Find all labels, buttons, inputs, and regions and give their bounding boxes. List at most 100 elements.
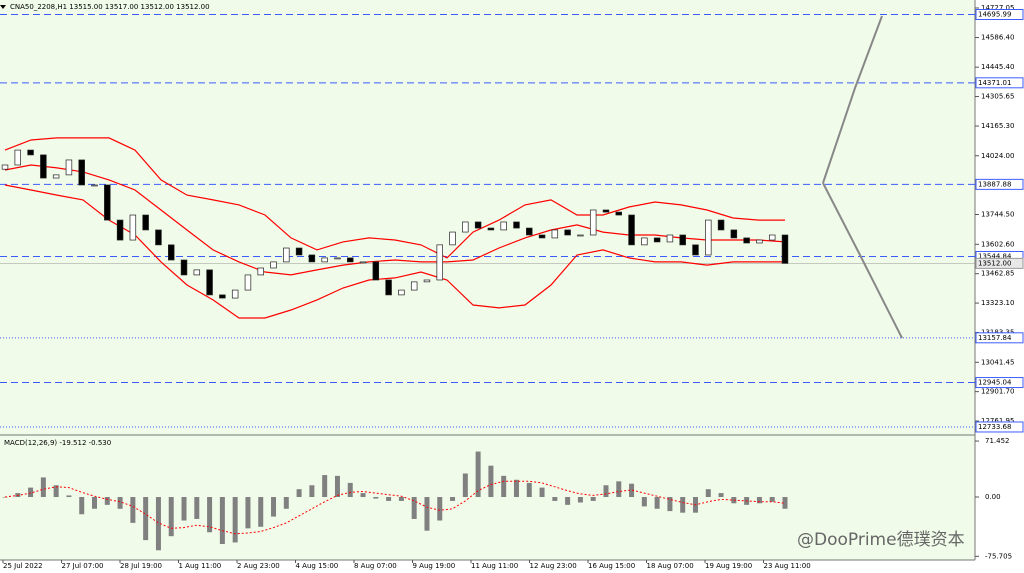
macd-y-tick-label: -75.705	[985, 552, 1012, 560]
level-label: 14695.99	[978, 11, 1011, 19]
x-tick-label: 19 Aug 19:00	[705, 562, 752, 570]
y-tick-label: 14024.00	[981, 152, 1014, 160]
candle	[436, 244, 443, 281]
x-tick-label: 9 Aug 19:00	[413, 562, 456, 570]
candle	[602, 209, 610, 213]
macd-bar	[130, 497, 136, 523]
candle	[551, 229, 559, 239]
candle	[372, 261, 380, 281]
macd-bar	[769, 497, 775, 502]
macd-bar	[398, 497, 404, 501]
x-tick-label: 18 Aug 07:00	[647, 562, 694, 570]
candle	[743, 237, 750, 244]
macd-bar	[565, 497, 571, 505]
x-tick-label: 11 Aug 11:00	[471, 562, 518, 570]
candle	[474, 221, 482, 229]
candle	[564, 229, 571, 236]
macd-bar	[450, 497, 456, 501]
candle	[538, 234, 546, 239]
candle	[692, 244, 699, 256]
macd-bar	[539, 487, 545, 498]
macd-bar	[386, 497, 392, 501]
candle	[321, 257, 328, 263]
candle	[27, 149, 34, 156]
candle	[615, 211, 622, 216]
level-label: 12733.68	[978, 423, 1011, 431]
candle	[1, 164, 9, 170]
macd-bar	[629, 483, 635, 498]
candle	[270, 261, 277, 269]
level-label-box	[975, 332, 1024, 344]
candle	[257, 267, 264, 276]
candle	[334, 257, 341, 260]
candle	[462, 221, 469, 233]
candle	[577, 234, 584, 237]
macd-bar	[283, 497, 289, 509]
y-tick-label: 12761.95	[981, 417, 1014, 425]
macd-bar	[79, 497, 85, 515]
candle	[78, 159, 85, 186]
candle	[756, 239, 763, 244]
x-tick-label: 2 Aug 23:00	[237, 562, 280, 570]
x-tick-label: 28 Jul 19:00	[120, 562, 162, 570]
macd-bar	[462, 473, 468, 498]
macd-bar	[334, 475, 340, 498]
macd-bar	[513, 479, 519, 498]
candle	[142, 214, 149, 231]
macd-bar	[603, 485, 609, 498]
macd-bar	[117, 497, 123, 509]
macd-bar	[526, 482, 532, 498]
level-label-box	[975, 178, 1024, 190]
candle	[449, 231, 456, 246]
y-tick-label: 14586.40	[981, 34, 1014, 42]
candle	[628, 214, 635, 246]
macd-bar	[181, 497, 187, 521]
macd-bar	[373, 497, 379, 499]
macd-bar	[475, 451, 481, 498]
axis-background	[975, 0, 1024, 573]
candle	[244, 274, 252, 291]
candle	[104, 184, 111, 221]
y-tick-label: 13462.85	[981, 270, 1014, 278]
candle	[410, 281, 418, 291]
candle	[129, 214, 137, 241]
candle	[40, 154, 47, 179]
y-tick-label: 13323.10	[981, 299, 1014, 307]
macd-y-tick-label: 71.452	[985, 437, 1010, 445]
level-label: 13157.84	[978, 334, 1012, 342]
macd-bar	[194, 497, 200, 519]
candle	[91, 184, 98, 187]
macd-bar	[488, 465, 494, 498]
x-tick-label: 4 Aug 15:00	[296, 562, 339, 570]
macd-bar	[641, 497, 647, 507]
macd-bar	[232, 497, 238, 543]
axis-background	[0, 560, 975, 573]
macd-bar	[245, 497, 251, 529]
macd-bar	[411, 497, 417, 519]
level-label-box	[975, 377, 1024, 389]
y-tick-label: 14305.65	[981, 93, 1014, 101]
macd-bar	[501, 475, 507, 498]
macd-bar	[552, 497, 558, 501]
layers: 14727.05 14586.40 14445.40 14305.65 14165.30…	[0, 4, 1024, 570]
macd-bar	[616, 481, 622, 498]
macd-bar	[424, 497, 430, 531]
macd-bar	[66, 495, 72, 498]
y-tick-label: 14165.30	[981, 122, 1014, 130]
macd-bar	[322, 475, 328, 498]
macd-bar	[207, 497, 213, 533]
candle	[679, 234, 686, 246]
menu-icon	[0, 5, 6, 9]
macd-bar	[667, 497, 673, 512]
level-label: 13544.84	[978, 252, 1012, 260]
macd-bar	[437, 497, 443, 521]
y-tick-label: 13602.60	[981, 240, 1014, 248]
macd-bar	[219, 497, 225, 545]
macd-bar	[360, 493, 366, 498]
macd-bar	[40, 477, 46, 498]
bollinger-upper	[4, 137, 785, 259]
price-label-box	[975, 257, 1024, 269]
candle	[283, 247, 290, 263]
macd-bar	[155, 497, 161, 551]
x-tick-label: 8 Aug 07:00	[354, 562, 397, 570]
